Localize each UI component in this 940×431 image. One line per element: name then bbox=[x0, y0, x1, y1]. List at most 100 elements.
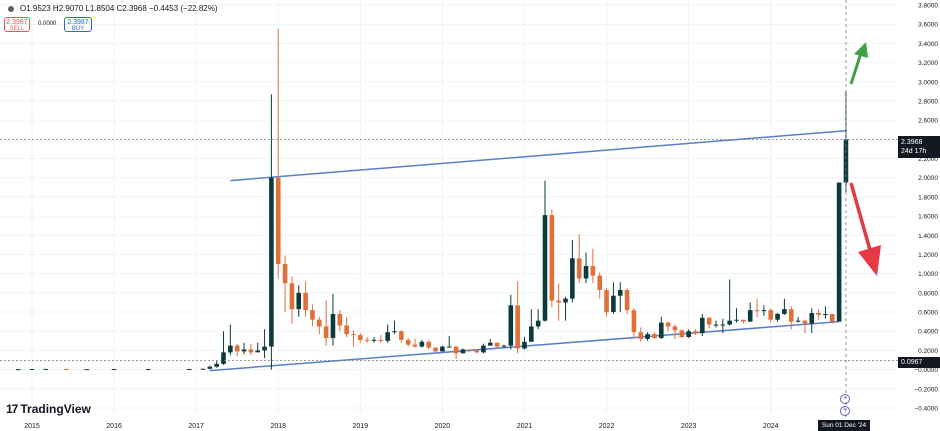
candle-body bbox=[508, 305, 514, 346]
candle-body bbox=[29, 369, 35, 371]
time-tick-label: 2015 bbox=[24, 423, 40, 430]
candle-body bbox=[713, 324, 719, 326]
candle-body bbox=[788, 309, 794, 322]
candle-body bbox=[371, 339, 377, 341]
candle-body bbox=[481, 345, 486, 353]
trendline-upper[interactable] bbox=[230, 129, 847, 182]
candle-body bbox=[631, 310, 637, 333]
candle-body bbox=[241, 349, 247, 352]
candle-body bbox=[836, 182, 842, 322]
candle-body bbox=[700, 317, 705, 334]
candle-body bbox=[474, 350, 479, 353]
time-tick-label: 2022 bbox=[599, 423, 615, 430]
price-tick-label: 2.0000 bbox=[918, 175, 938, 182]
price-level-lines bbox=[0, 139, 898, 361]
candle-body bbox=[501, 345, 507, 347]
time-tick-label: 2018 bbox=[270, 423, 286, 430]
candle-body bbox=[446, 346, 452, 348]
up-arrow-shaft[interactable] bbox=[849, 52, 863, 85]
candle-body bbox=[741, 319, 746, 322]
candle-body bbox=[529, 326, 534, 342]
trendlines[interactable] bbox=[209, 129, 847, 372]
candle-body bbox=[604, 289, 609, 313]
price-tick-label: −0.0000 bbox=[914, 367, 938, 374]
candle-body bbox=[399, 331, 404, 340]
price-tick-label: 1.2000 bbox=[918, 252, 938, 259]
time-tick-label: 2024 bbox=[763, 423, 779, 430]
candle-body bbox=[549, 215, 555, 301]
candle-body bbox=[843, 139, 849, 183]
candle-body bbox=[269, 177, 274, 347]
candle-body bbox=[487, 342, 493, 346]
candle-body bbox=[535, 320, 541, 327]
buy-label: BUY bbox=[71, 26, 85, 32]
candle-body bbox=[761, 310, 767, 312]
ohlc-values: O1.9523 H2.9070 L1.8504 C2.3968 −0.4453 … bbox=[20, 4, 218, 13]
down-arrow-head[interactable] bbox=[858, 245, 881, 276]
time-tick-label: 2020 bbox=[435, 423, 451, 430]
candle-body bbox=[611, 295, 616, 313]
candle-body bbox=[63, 368, 69, 370]
candle-body bbox=[310, 310, 315, 320]
price-tick-label: 0.2000 bbox=[918, 348, 938, 355]
price-tick-label: 1.8000 bbox=[918, 194, 938, 201]
time-axis[interactable]: 2015 2016 2017 2018 2019 2020 2021 2022 2023 2024 bbox=[24, 423, 778, 430]
candle-body bbox=[570, 258, 575, 299]
candle-body bbox=[296, 292, 302, 310]
plus-circle-icon[interactable]: + bbox=[840, 394, 850, 404]
candle-body bbox=[221, 352, 226, 364]
spread-value: 0.0000 bbox=[38, 21, 57, 27]
logo-text: TradingView bbox=[20, 402, 91, 416]
candle-body bbox=[727, 320, 732, 325]
price-tick-label: 3.8000 bbox=[918, 3, 938, 10]
last-price-value: 2.3968 bbox=[901, 139, 923, 146]
candle-body bbox=[323, 326, 329, 338]
lightning-icon[interactable]: ϟ bbox=[840, 406, 850, 416]
price-tick-label: −0.2000 bbox=[914, 386, 938, 393]
candle-body bbox=[624, 289, 630, 311]
price-tick-label: 0.4000 bbox=[918, 329, 938, 336]
candle-body bbox=[200, 368, 206, 370]
buy-button[interactable]: 2.3987 BUY bbox=[64, 17, 92, 32]
price-tick-label: −0.4000 bbox=[914, 406, 938, 413]
time-tick-label: 2021 bbox=[517, 423, 533, 430]
candle-body bbox=[795, 320, 801, 322]
candle-body bbox=[440, 346, 445, 352]
candle-body bbox=[392, 331, 397, 333]
candle-body bbox=[111, 369, 117, 371]
candle-body bbox=[282, 264, 288, 284]
price-tick-label: 3.2000 bbox=[918, 60, 938, 67]
candle-body bbox=[378, 339, 384, 341]
chart-grid bbox=[0, 0, 898, 415]
candle-body bbox=[597, 275, 603, 290]
candle-body bbox=[734, 319, 739, 321]
candle-body bbox=[145, 369, 151, 371]
candle-body bbox=[686, 331, 691, 337]
logo-mark: 17 bbox=[6, 402, 18, 416]
candles bbox=[16, 28, 849, 371]
tradingview-logo[interactable]: 17 TradingView bbox=[6, 402, 91, 416]
candle-body bbox=[358, 335, 363, 340]
ohlc-legend: O1.9523 H2.9070 L1.8504 C2.3968 −0.4453 … bbox=[8, 4, 218, 13]
candle-body bbox=[405, 339, 411, 345]
price-tick-label: 0.6000 bbox=[918, 310, 938, 317]
candle-body bbox=[262, 346, 267, 351]
annotation-arrows[interactable] bbox=[849, 42, 881, 276]
candle-body bbox=[364, 339, 370, 341]
candle-body bbox=[84, 369, 90, 371]
candle-body bbox=[522, 341, 527, 349]
down-arrow-shaft[interactable] bbox=[849, 182, 872, 251]
up-arrow-head[interactable] bbox=[854, 42, 868, 58]
candle-body bbox=[665, 322, 671, 327]
candle-body bbox=[720, 324, 726, 326]
sell-button[interactable]: 2.3987 SELL bbox=[4, 17, 30, 32]
candle-body bbox=[542, 215, 548, 321]
time-tick-label: 2016 bbox=[106, 423, 122, 430]
sell-label: SELL bbox=[9, 26, 25, 32]
candle-body bbox=[672, 326, 678, 331]
price-tick-label: 0.8000 bbox=[918, 290, 938, 297]
price-tick-label: 3.6000 bbox=[918, 22, 938, 29]
candle-body bbox=[775, 313, 780, 320]
candle-body bbox=[617, 289, 623, 296]
